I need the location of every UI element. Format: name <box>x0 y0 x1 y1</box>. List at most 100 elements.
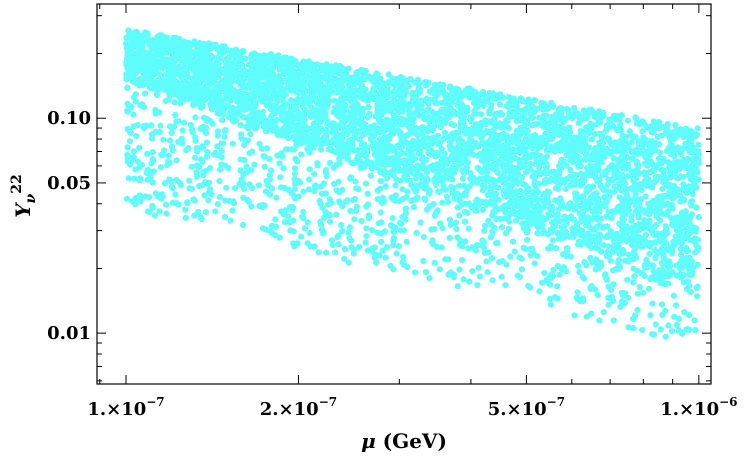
data-point <box>282 77 289 84</box>
data-point <box>658 301 666 308</box>
data-point <box>534 196 541 204</box>
data-point <box>632 175 640 182</box>
data-point <box>378 92 385 99</box>
data-point <box>336 69 343 77</box>
data-point <box>457 137 464 145</box>
data-point <box>189 76 196 83</box>
data-point <box>278 208 285 215</box>
data-point <box>501 143 508 150</box>
data-point <box>629 149 636 156</box>
data-point <box>180 82 187 89</box>
data-point <box>688 129 696 136</box>
data-point <box>382 254 389 261</box>
data-point <box>605 283 612 290</box>
data-point <box>137 193 145 200</box>
data-point <box>313 69 320 76</box>
data-point <box>694 169 701 176</box>
data-point <box>548 114 555 121</box>
data-point <box>554 295 561 302</box>
data-point <box>415 146 422 153</box>
data-point <box>610 155 617 162</box>
data-point <box>375 147 382 155</box>
data-point <box>301 91 308 98</box>
data-point <box>341 74 348 81</box>
data-point <box>356 136 363 143</box>
data-point <box>680 196 688 204</box>
data-point <box>249 107 256 114</box>
data-point <box>501 215 508 222</box>
data-point <box>354 147 361 154</box>
data-point <box>489 229 496 236</box>
data-point <box>460 182 468 189</box>
data-point <box>617 303 624 310</box>
data-point <box>687 199 694 206</box>
data-point <box>689 171 696 178</box>
data-point <box>464 209 471 216</box>
data-point <box>219 117 226 124</box>
data-point <box>212 149 219 156</box>
data-point <box>216 194 223 201</box>
data-point <box>363 225 370 232</box>
data-point <box>362 180 370 187</box>
data-point <box>369 125 376 132</box>
data-point <box>474 281 481 289</box>
data-point <box>588 136 596 143</box>
data-point <box>622 143 630 150</box>
data-point <box>327 159 334 166</box>
data-point <box>695 214 702 221</box>
data-point <box>638 119 645 126</box>
data-point <box>159 193 166 200</box>
data-point <box>188 163 195 170</box>
data-point <box>678 251 685 258</box>
data-point <box>149 202 156 210</box>
data-point <box>392 182 399 189</box>
data-point <box>283 66 290 73</box>
data-point <box>507 210 514 217</box>
data-point <box>609 165 616 172</box>
data-point <box>331 97 338 104</box>
data-point <box>658 160 665 167</box>
data-point <box>171 123 178 130</box>
data-point <box>391 146 398 153</box>
data-point <box>628 217 635 224</box>
data-point <box>319 230 327 237</box>
data-point <box>389 168 396 175</box>
data-point <box>625 324 632 331</box>
data-point <box>277 184 284 191</box>
data-point <box>240 55 247 62</box>
data-point <box>633 115 640 122</box>
data-point <box>369 165 376 172</box>
data-point <box>182 93 189 100</box>
data-point <box>189 90 196 98</box>
data-point <box>629 155 636 162</box>
data-point <box>344 197 351 204</box>
data-point <box>439 225 446 232</box>
data-point <box>301 72 308 79</box>
data-point <box>423 268 430 276</box>
data-point <box>585 217 592 224</box>
data-point <box>436 266 443 273</box>
data-point <box>624 173 631 180</box>
data-point <box>644 124 651 131</box>
data-point <box>693 204 700 211</box>
data-point <box>193 145 200 152</box>
data-point <box>272 54 279 61</box>
data-point <box>399 186 406 193</box>
data-point <box>162 75 169 82</box>
data-point <box>448 183 455 191</box>
data-point <box>162 201 170 208</box>
data-point <box>675 158 682 165</box>
data-point <box>428 226 435 233</box>
data-point <box>527 160 534 168</box>
data-point <box>624 276 631 283</box>
data-point <box>560 203 567 210</box>
data-point <box>379 194 386 201</box>
data-point <box>617 237 624 244</box>
data-point <box>652 321 659 328</box>
data-point <box>605 301 612 308</box>
data-point <box>328 237 336 244</box>
data-point <box>359 105 366 112</box>
data-point <box>509 238 517 245</box>
data-point <box>333 89 341 96</box>
data-point <box>268 106 275 113</box>
